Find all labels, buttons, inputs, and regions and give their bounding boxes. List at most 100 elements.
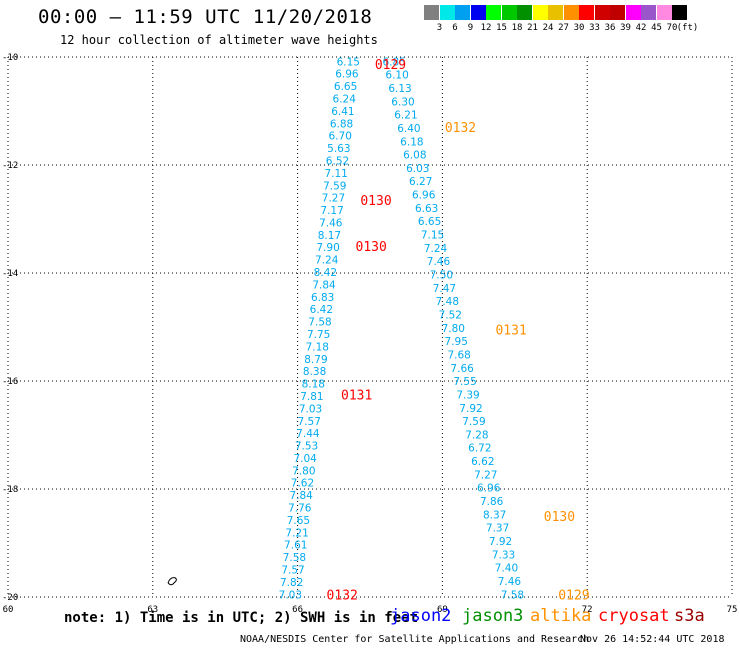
color-scale-label: 15: [496, 23, 507, 33]
color-scale-label: 45: [651, 23, 662, 33]
pass-time-label: 0130: [356, 240, 387, 255]
wave-height-value: 7.57: [298, 416, 321, 428]
wave-height-value: 7.46: [319, 217, 343, 229]
color-scale-label: 6: [452, 23, 458, 33]
pass-time-label: 0130: [360, 194, 391, 209]
wave-height-value: 7.33: [492, 549, 515, 561]
color-scale-label: 33: [589, 23, 600, 33]
wave-height-value: 7.61: [284, 540, 307, 552]
wave-height-value: 7.17: [320, 205, 343, 217]
wave-height-value: 6.41: [331, 106, 354, 118]
wave-height-value: 7.39: [456, 389, 479, 401]
lon-tick-label: 60: [3, 605, 14, 615]
footer-credit: NOAA/NESDIS Center for Satellite Applica…: [240, 634, 590, 645]
wave-height-value: 7.03: [279, 589, 302, 601]
pass-time-label: 0130: [544, 510, 575, 525]
wave-height-value: 8.17: [318, 230, 341, 242]
lat-tick-label: -20: [2, 593, 18, 603]
wave-height-value: 6.62: [471, 456, 494, 468]
color-swatch: [625, 5, 641, 20]
wave-height-value: 8.18: [302, 379, 325, 391]
legend-s3a: s3a: [674, 606, 705, 626]
wave-height-value: 8.79: [304, 354, 327, 366]
wave-height-value: 6.85: [382, 56, 405, 68]
color-swatch: [424, 5, 439, 20]
wave-height-value: 6.15: [337, 56, 360, 68]
wave-height-value: 6.40: [397, 123, 420, 135]
map-subtitle: 12 hour collection of altimeter wave hei…: [60, 33, 378, 47]
wave-height-value: 7.92: [489, 536, 512, 548]
lat-tick-label: -18: [2, 485, 18, 495]
color-swatch: [470, 5, 486, 20]
wave-height-value: 6.24: [333, 94, 357, 106]
lon-tick-label: 63: [147, 605, 158, 615]
units-note: note: 1) Time is in UTC; 2) SWH is in fe…: [64, 610, 419, 626]
wave-height-value: 8.38: [303, 366, 326, 378]
color-swatch: [563, 5, 579, 20]
color-swatch: [532, 5, 548, 20]
wave-height-value: 6.13: [388, 83, 411, 95]
wave-height-value: 7.66: [450, 363, 474, 375]
wave-height-value: 7.46: [427, 256, 451, 268]
wave-height-value: 7.95: [445, 336, 468, 348]
wave-height-value: 7.50: [430, 270, 453, 282]
color-scale-label: 24: [542, 23, 554, 33]
pass-time-label: 0129: [375, 58, 406, 73]
color-scale-label: 30: [573, 23, 585, 33]
wave-height-value: 6.96: [477, 483, 501, 495]
color-swatch: [501, 5, 517, 20]
lat-tick-label: -10: [2, 53, 18, 63]
wave-height-value: 6.30: [391, 96, 414, 108]
wave-height-value: 7.65: [287, 515, 310, 527]
wave-height-value: 7.24: [424, 243, 448, 255]
pass-time-label: 0129: [558, 588, 589, 603]
wave-height-value: 7.58: [308, 317, 331, 329]
wave-height-value: 5.63: [327, 143, 350, 155]
wave-height-value: 7.52: [439, 309, 462, 321]
wave-height-value: 7.44: [296, 428, 320, 440]
wave-height-value: 6.27: [409, 176, 432, 188]
wave-height-value: 7.03: [299, 403, 322, 415]
legend-jason2: jason2: [390, 606, 452, 626]
color-swatch: [455, 5, 470, 20]
lon-tick-label: 72: [582, 605, 593, 615]
wave-height-value: 7.47: [433, 283, 456, 295]
wave-height-value: 7.37: [486, 523, 509, 535]
wave-height-value: 7.46: [498, 576, 522, 588]
wave-height-value: 7.40: [495, 563, 518, 575]
lon-tick-label: 69: [437, 605, 448, 615]
footer-timestamp: Nov 26 14:52:44 UTC 2018: [580, 634, 725, 645]
wave-height-value: 7.58: [501, 589, 524, 601]
color-scale-label: 39: [620, 23, 631, 33]
color-scale-label: 12: [480, 23, 492, 33]
wave-height-value: 6.63: [415, 203, 438, 215]
legend-cryosat: cryosat: [598, 606, 670, 626]
wave-height-value: 7.84: [289, 490, 313, 502]
wave-height-value: 6.88: [330, 118, 353, 130]
color-scale-label: 70: [666, 23, 678, 33]
wave-height-value: 6.96: [412, 190, 436, 202]
wave-height-value: 7.62: [291, 478, 314, 490]
wave-height-value: 7.68: [447, 349, 470, 361]
color-scale-label: 21: [527, 23, 538, 33]
color-scale-label: 18: [511, 23, 523, 33]
pass-time-label: 0131: [495, 324, 526, 339]
wave-height-value: 7.82: [280, 577, 303, 589]
pass-time-label: 0131: [341, 389, 372, 404]
color-swatch: [439, 5, 455, 20]
lon-tick-label: 75: [727, 605, 738, 615]
wave-height-value: 6.83: [311, 292, 334, 304]
legend-jason3: jason3: [462, 606, 524, 626]
wave-height-value: 6.18: [400, 136, 423, 148]
island-outline: [167, 577, 177, 586]
wave-height-value: 7.15: [421, 230, 444, 242]
wave-height-value: 7.80: [292, 465, 315, 477]
wave-height-value: 7.90: [316, 242, 339, 254]
wave-height-value: 6.52: [326, 155, 349, 167]
wave-height-value: 6.70: [329, 131, 352, 143]
wave-height-value: 7.57: [281, 565, 304, 577]
wave-height-value: 7.04: [293, 453, 317, 465]
wave-height-value: 7.86: [480, 496, 504, 508]
wave-height-value: 7.59: [323, 180, 346, 192]
